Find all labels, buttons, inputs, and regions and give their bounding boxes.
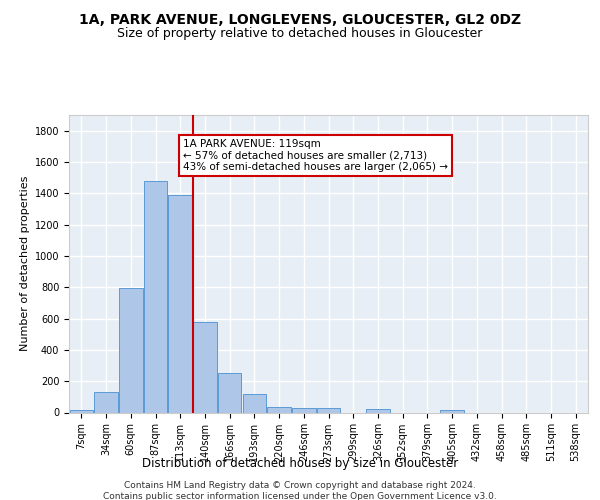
Bar [70, 410, 93, 412]
Bar [144, 181, 167, 412]
Text: Size of property relative to detached houses in Gloucester: Size of property relative to detached ho… [118, 28, 482, 40]
Text: Contains public sector information licensed under the Open Government Licence v3: Contains public sector information licen… [103, 492, 497, 500]
Bar [218, 374, 241, 412]
Bar [94, 392, 118, 412]
Bar [317, 408, 340, 412]
Bar [366, 410, 389, 412]
Bar [119, 288, 143, 412]
Bar [193, 322, 217, 412]
Bar [268, 407, 291, 412]
Y-axis label: Number of detached properties: Number of detached properties [20, 176, 31, 352]
Text: Distribution of detached houses by size in Gloucester: Distribution of detached houses by size … [142, 458, 458, 470]
Bar [440, 410, 464, 412]
Bar [292, 408, 316, 412]
Bar [242, 394, 266, 412]
Text: 1A, PARK AVENUE, LONGLEVENS, GLOUCESTER, GL2 0DZ: 1A, PARK AVENUE, LONGLEVENS, GLOUCESTER,… [79, 12, 521, 26]
Text: Contains HM Land Registry data © Crown copyright and database right 2024.: Contains HM Land Registry data © Crown c… [124, 481, 476, 490]
Bar [169, 195, 192, 412]
Text: 1A PARK AVENUE: 119sqm
← 57% of detached houses are smaller (2,713)
43% of semi-: 1A PARK AVENUE: 119sqm ← 57% of detached… [183, 139, 448, 172]
